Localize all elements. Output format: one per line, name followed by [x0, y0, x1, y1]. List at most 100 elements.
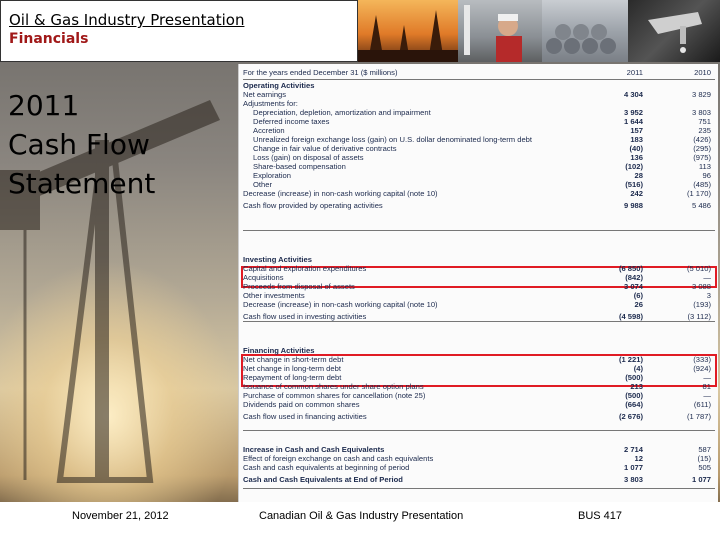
row-label: Exploration: [253, 171, 291, 180]
value-2011: 136: [630, 153, 643, 162]
value-2010: 1 077: [691, 475, 711, 484]
photo-refinery-worker: [458, 0, 542, 62]
value-2010: (3 112): [687, 312, 712, 321]
row-label: Unrealized foreign exchange loss (gain) …: [253, 135, 533, 144]
value-2011: 3 074: [623, 282, 643, 291]
value-2010: 2010: [694, 68, 711, 77]
row-label: Loss (gain) on disposal of assets: [253, 153, 364, 162]
rule-financing-total: [243, 430, 715, 431]
value-2011: 242: [630, 189, 643, 198]
rule-end-period: [243, 488, 715, 489]
photo-pipes: [542, 0, 628, 62]
footer-course: BUS 417: [578, 510, 623, 522]
value-2010: 235: [698, 126, 711, 135]
row-label: Share-based compensation: [253, 162, 346, 171]
value-2010: —: [703, 373, 711, 382]
value-2010: 3 803: [691, 108, 711, 117]
value-2010: (485): [693, 180, 711, 189]
statement-row: Cash flow used in financing activities (2…: [243, 412, 715, 421]
value-2010: (193): [693, 300, 711, 309]
slide-heading-line-3: Statement: [8, 167, 156, 200]
statement-row: Financing Activities: [243, 346, 715, 355]
statement-row: Share-based compensation (102) 113: [243, 162, 715, 171]
value-2010: (333): [693, 355, 711, 364]
row-label: Cash and cash equivalents at beginning o…: [243, 463, 410, 472]
statement-row: Investing Activities: [243, 255, 715, 264]
statement-row: Repayment of long-term debt (500) —: [243, 373, 715, 382]
row-label: For the years ended December 31 ($ milli…: [243, 68, 398, 77]
row-label: Deferred income taxes: [253, 117, 330, 126]
slide-heading-line-2: Cash Flow: [8, 128, 150, 161]
row-label: Decrease (increase) in non-cash working …: [243, 189, 438, 198]
row-label: Net change in long-term debt: [243, 364, 341, 373]
value-2011: 9 988: [623, 201, 643, 210]
presentation-title: Oil & Gas Industry Presentation: [9, 11, 245, 29]
row-label: Financing Activities: [243, 346, 315, 355]
statement-row: Capital and exploration expenditures (6 8…: [243, 264, 715, 273]
rule-operating-total: [243, 230, 715, 231]
value-2010: 3 829: [691, 90, 711, 99]
slide-heading: 2011 Cash Flow Statement: [8, 86, 233, 203]
statement-row: Decrease (increase) in non-cash working …: [243, 189, 715, 198]
statement-row: Other investments (6) 3: [243, 291, 715, 300]
value-2010: 505: [698, 463, 711, 472]
highlight-box-investing: [241, 266, 717, 288]
value-2010: 96: [702, 171, 711, 180]
value-2010: 113: [698, 162, 711, 171]
row-label: Net change in short-term debt: [243, 355, 344, 364]
value-2010: (426): [693, 135, 711, 144]
statement-row: Net change in long-term debt (4) (924): [243, 364, 715, 373]
value-2011: 2 714: [623, 445, 643, 454]
value-2010: (924): [693, 364, 711, 373]
statement-row: Deferred income taxes 1 644 751: [243, 117, 715, 126]
statement-row: Cash flow used in investing activities (4…: [243, 312, 715, 321]
row-label: Cash flow used in financing activities: [243, 412, 367, 421]
value-2011: (102): [625, 162, 643, 171]
value-2011: 4 304: [623, 90, 643, 99]
row-label: Cash and Cash Equivalents at End of Peri…: [243, 475, 403, 484]
row-label: Dividends paid on common shares: [243, 400, 360, 409]
pumpjack-silhouette: [0, 100, 220, 483]
statement-row: Exploration 28 96: [243, 171, 715, 180]
highlight-box-financing: [241, 354, 717, 387]
value-2011: 1 077: [623, 463, 643, 472]
row-label: Purchase of common shares for cancellati…: [243, 391, 426, 400]
row-label: Adjustments for:: [243, 99, 298, 108]
statement-row: Acquisitions (842) —: [243, 273, 715, 282]
statement-row: Depreciation, depletion, amortization an…: [243, 108, 715, 117]
value-2011: (4 598): [618, 312, 643, 321]
row-label: Proceeds from disposal of assets: [243, 282, 355, 291]
statement-row: Decrease (increase) in non-cash working …: [243, 300, 715, 309]
value-2010: (295): [693, 144, 711, 153]
row-label: Repayment of long-term debt: [243, 373, 342, 382]
statement-row: For the years ended December 31 ($ milli…: [243, 68, 715, 77]
statement-row: Purchase of common shares for cancellati…: [243, 391, 715, 400]
row-label: Cash flow used in investing activities: [243, 312, 367, 321]
value-2011: (516): [625, 180, 643, 189]
footer-center-text: Canadian Oil & Gas Industry Presentation: [259, 510, 464, 522]
header-bar: Oil & Gas Industry Presentation Financia…: [0, 0, 720, 62]
row-label: Other investments: [243, 291, 305, 300]
value-2011: 183: [630, 135, 643, 144]
value-2010: (611): [693, 400, 711, 409]
value-2010: —: [703, 273, 711, 282]
value-2010: (1 170): [686, 189, 711, 198]
value-2010: 5 486: [691, 201, 711, 210]
value-2011: (4): [633, 364, 643, 373]
value-2011: (2 676): [618, 412, 643, 421]
row-label: Investing Activities: [243, 255, 312, 264]
value-2010: 81: [702, 382, 711, 391]
value-2010: 3 088: [691, 282, 711, 291]
row-label: Accretion: [253, 126, 285, 135]
statement-row: Other (516) (485): [243, 180, 715, 189]
footer-date: November 21, 2012: [72, 510, 169, 522]
row-label: Issuance of common shares under share op…: [243, 382, 424, 391]
statement-row: Net earnings 4 304 3 829: [243, 90, 715, 99]
value-2010: (15): [697, 454, 711, 463]
value-2011: (842): [625, 273, 643, 282]
value-2010: (5 010): [686, 264, 711, 273]
slide-heading-line-1: 2011: [8, 89, 80, 122]
photo-fuel-nozzle: [628, 0, 720, 62]
value-2010: 3: [706, 291, 711, 300]
row-label: Change in fair value of derivative contr…: [253, 144, 397, 153]
